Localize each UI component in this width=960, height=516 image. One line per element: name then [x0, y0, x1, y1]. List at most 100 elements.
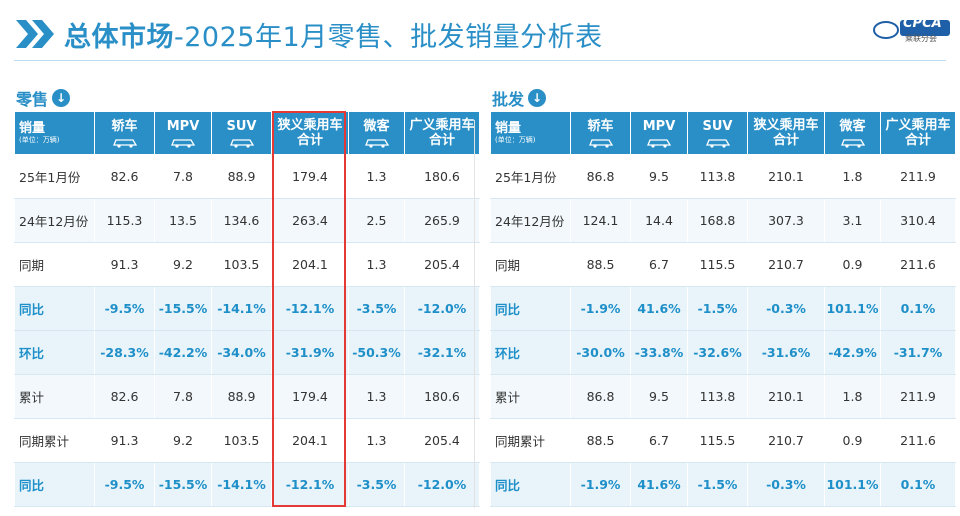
- row-label: 同比: [14, 286, 95, 331]
- cell-value: 14.4: [630, 198, 688, 243]
- table-row: 同期累计 91.3 9.2 103.5 204.1 1.3 205.4: [14, 418, 480, 463]
- cell-value: 1.3: [348, 242, 405, 287]
- row-label: 24年12月份: [14, 198, 95, 243]
- cell-value: 7.8: [154, 374, 212, 419]
- table-row: 累计 86.8 9.5 113.8 210.1 1.8 211.9: [490, 374, 956, 419]
- cell-value: -12.0%: [404, 462, 480, 507]
- cell-value: 82.6: [94, 374, 155, 419]
- cell-value: 307.3: [747, 198, 825, 243]
- row-label: 24年12月份: [490, 198, 571, 243]
- car-icon: [588, 138, 613, 148]
- cell-value: -28.3%: [94, 330, 155, 375]
- cell-value: 115.3: [94, 198, 155, 243]
- row-label: 同比: [14, 462, 95, 507]
- cell-value: -31.6%: [747, 330, 825, 375]
- title-bar: 总体市场-2025年1月零售、批发销量分析表: [14, 14, 603, 54]
- cell-value: 3.1: [824, 198, 881, 243]
- cell-value: 124.1: [570, 198, 631, 243]
- column-header: 轿车: [570, 111, 631, 155]
- cell-value: 41.6%: [630, 462, 688, 507]
- row-label: 25年1月份: [14, 154, 95, 199]
- cell-value: 88.9: [211, 374, 272, 419]
- cell-value: 9.2: [154, 242, 212, 287]
- cell-value: 0.1%: [880, 462, 956, 507]
- title-underline: [14, 60, 946, 61]
- column-header: SUV: [687, 111, 748, 155]
- table-row: 24年12月份 115.3 13.5 134.6 263.4 2.5 265.9: [14, 198, 480, 243]
- column-header: 狭义乘用车 合计: [271, 111, 349, 155]
- cell-value: -9.5%: [94, 462, 155, 507]
- cell-value: 134.6: [211, 198, 272, 243]
- cell-value: -50.3%: [348, 330, 405, 375]
- header-sales-label: 销量 (单位：万辆): [490, 111, 571, 155]
- cell-value: -1.5%: [687, 462, 748, 507]
- double-chevron-icon: [16, 20, 54, 48]
- cell-value: 103.5: [211, 242, 272, 287]
- cell-value: 205.4: [404, 242, 480, 287]
- cell-value: -34.0%: [211, 330, 272, 375]
- cell-value: 7.8: [154, 154, 212, 199]
- cell-value: 9.5: [630, 154, 688, 199]
- cell-value: -32.6%: [687, 330, 748, 375]
- table-row: 25年1月份 82.6 7.8 88.9 179.4 1.3 180.6: [14, 154, 480, 199]
- table-row: 同比 -9.5% -15.5% -14.1% -12.1% -3.5% -12.0%: [14, 462, 480, 507]
- cell-value: 82.6: [94, 154, 155, 199]
- cell-value: 0.1%: [880, 286, 956, 331]
- cell-value: -0.3%: [747, 286, 825, 331]
- cell-value: 1.8: [824, 154, 881, 199]
- arrow-down-icon: ↓: [528, 89, 547, 107]
- cell-value: 204.1: [271, 418, 349, 463]
- cell-value: 103.5: [211, 418, 272, 463]
- cell-value: 205.4: [404, 418, 480, 463]
- car-icon: [705, 138, 730, 148]
- cell-value: 211.9: [880, 374, 956, 419]
- table-row: 同比 -1.9% 41.6% -1.5% -0.3% 101.1% 0.1%: [490, 462, 956, 507]
- cell-value: 13.5: [154, 198, 212, 243]
- cell-value: -42.9%: [824, 330, 881, 375]
- cell-value: 86.8: [570, 154, 631, 199]
- cell-value: 6.7: [630, 418, 688, 463]
- cell-value: -14.1%: [211, 462, 272, 507]
- cell-value: 179.4: [271, 154, 349, 199]
- cell-value: -12.1%: [271, 286, 349, 331]
- cell-value: 265.9: [404, 198, 480, 243]
- column-header: 微客: [348, 111, 405, 155]
- cell-value: -31.9%: [271, 330, 349, 375]
- cell-value: -0.3%: [747, 462, 825, 507]
- table-row: 同期 88.5 6.7 115.5 210.7 0.9 211.6: [490, 242, 956, 287]
- cell-value: -32.1%: [404, 330, 480, 375]
- row-label: 同期: [490, 242, 571, 287]
- cell-value: 88.5: [570, 418, 631, 463]
- cell-value: 179.4: [271, 374, 349, 419]
- table-row: 同比 -9.5% -15.5% -14.1% -12.1% -3.5% -12.0%: [14, 286, 480, 331]
- cell-value: 115.5: [687, 418, 748, 463]
- table-row: 同期累计 88.5 6.7 115.5 210.7 0.9 211.6: [490, 418, 956, 463]
- cell-value: -9.5%: [94, 286, 155, 331]
- wholesale-table: 销量 (单位：万辆) 轿车 MPV SUV 狭义乘用车 合计 微客 广义乘用车 合计 25年1月…: [490, 111, 956, 507]
- column-header: 轿车: [94, 111, 155, 155]
- cell-value: 1.3: [348, 418, 405, 463]
- car-icon: [171, 138, 196, 148]
- cell-value: 0.9: [824, 242, 881, 287]
- row-label: 同期累计: [14, 418, 95, 463]
- cell-value: -1.9%: [570, 286, 631, 331]
- cell-value: 6.7: [630, 242, 688, 287]
- cell-value: -15.5%: [154, 462, 212, 507]
- cell-value: 1.3: [348, 374, 405, 419]
- cell-value: 41.6%: [630, 286, 688, 331]
- row-label: 同期: [14, 242, 95, 287]
- cell-value: 211.6: [880, 418, 956, 463]
- cell-value: -30.0%: [570, 330, 631, 375]
- column-header: MPV: [154, 111, 212, 155]
- arrow-down-icon: ↓: [52, 89, 71, 107]
- cell-value: -12.1%: [271, 462, 349, 507]
- cell-value: 101.1%: [824, 462, 881, 507]
- table-row: 环比 -28.3% -42.2% -34.0% -31.9% -50.3% -32.1%: [14, 330, 480, 375]
- retail-section-label: 零售 ↓: [16, 86, 71, 110]
- cell-value: 91.3: [94, 418, 155, 463]
- cell-value: -14.1%: [211, 286, 272, 331]
- cell-value: 113.8: [687, 374, 748, 419]
- table-row: 累计 82.6 7.8 88.9 179.4 1.3 180.6: [14, 374, 480, 419]
- cell-value: -15.5%: [154, 286, 212, 331]
- cell-value: 86.8: [570, 374, 631, 419]
